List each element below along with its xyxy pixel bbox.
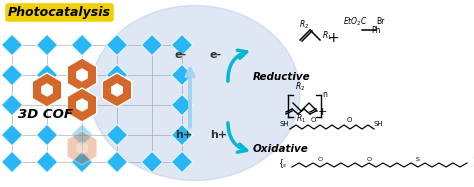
- Polygon shape: [67, 88, 97, 122]
- Polygon shape: [72, 34, 92, 56]
- Text: $EtO_2C$: $EtO_2C$: [343, 15, 368, 27]
- Polygon shape: [106, 64, 128, 86]
- Text: O: O: [310, 117, 316, 123]
- Text: e-: e-: [175, 50, 187, 60]
- Text: $R_1$: $R_1$: [322, 29, 332, 42]
- Text: SH: SH: [374, 121, 383, 127]
- Text: h+: h+: [175, 130, 192, 140]
- Polygon shape: [41, 83, 53, 97]
- Text: h+: h+: [210, 130, 227, 140]
- Text: O: O: [318, 157, 322, 162]
- Polygon shape: [1, 64, 23, 86]
- Polygon shape: [36, 124, 58, 146]
- Text: +: +: [327, 31, 339, 45]
- Text: n: n: [322, 90, 327, 99]
- Text: e-: e-: [210, 50, 222, 60]
- Polygon shape: [36, 34, 58, 56]
- Text: Oxidative: Oxidative: [253, 144, 309, 154]
- Polygon shape: [76, 98, 88, 112]
- Polygon shape: [72, 64, 92, 86]
- Polygon shape: [76, 68, 88, 82]
- Text: $R_2$: $R_2$: [299, 18, 309, 30]
- Text: $R_2$: $R_2$: [295, 80, 305, 93]
- FancyArrowPatch shape: [228, 50, 246, 81]
- Polygon shape: [106, 151, 128, 173]
- Polygon shape: [1, 124, 23, 146]
- Text: O: O: [366, 157, 372, 162]
- Polygon shape: [106, 124, 128, 146]
- Polygon shape: [36, 151, 58, 173]
- Polygon shape: [172, 124, 192, 146]
- Text: S: S: [416, 157, 420, 162]
- Text: $\{_s$: $\{_s$: [278, 157, 288, 170]
- Polygon shape: [67, 131, 97, 165]
- Text: Ph: Ph: [371, 26, 381, 35]
- FancyArrowPatch shape: [228, 123, 246, 152]
- Text: Br: Br: [376, 17, 384, 26]
- Text: O: O: [346, 117, 352, 123]
- Polygon shape: [72, 151, 92, 173]
- Text: +: +: [317, 107, 327, 117]
- Polygon shape: [172, 64, 192, 86]
- Polygon shape: [102, 73, 132, 107]
- Polygon shape: [141, 34, 163, 56]
- Polygon shape: [141, 151, 163, 173]
- Polygon shape: [72, 124, 92, 146]
- Text: $\}_n$: $\}_n$: [472, 155, 474, 168]
- Polygon shape: [172, 94, 192, 116]
- Text: $R_1$: $R_1$: [296, 112, 306, 125]
- Polygon shape: [111, 83, 123, 97]
- Polygon shape: [1, 34, 23, 56]
- Text: SH: SH: [280, 121, 290, 127]
- Polygon shape: [172, 34, 192, 56]
- Text: Photocatalysis: Photocatalysis: [8, 6, 111, 19]
- Polygon shape: [1, 94, 23, 116]
- Text: 3D COF: 3D COF: [18, 108, 73, 121]
- Ellipse shape: [90, 5, 300, 180]
- Polygon shape: [172, 151, 192, 173]
- Polygon shape: [106, 34, 128, 56]
- Polygon shape: [1, 151, 23, 173]
- Polygon shape: [32, 73, 62, 107]
- Polygon shape: [67, 58, 97, 92]
- Polygon shape: [76, 141, 88, 155]
- Polygon shape: [36, 64, 58, 86]
- Text: Reductive: Reductive: [253, 72, 310, 82]
